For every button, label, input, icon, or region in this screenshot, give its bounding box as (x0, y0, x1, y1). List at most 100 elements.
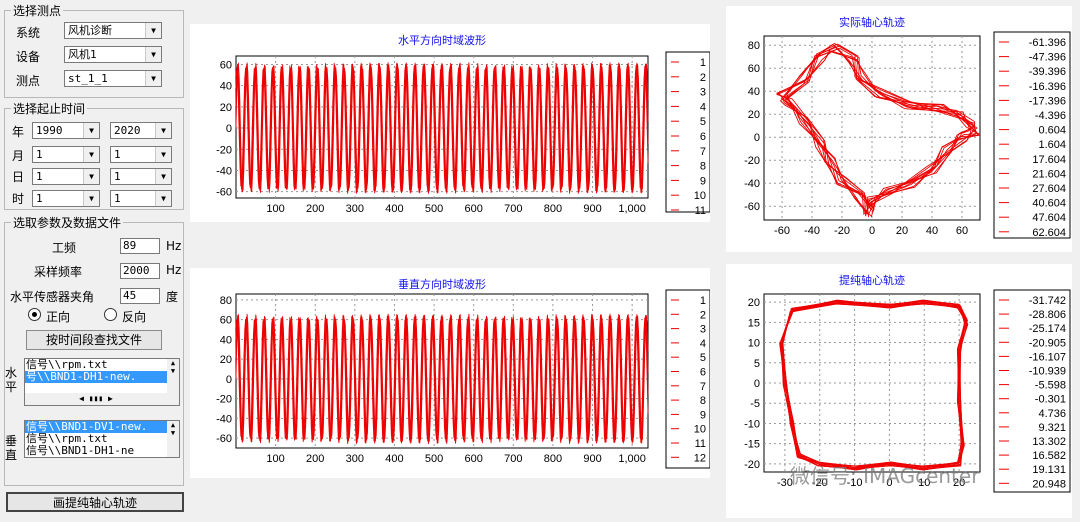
orbit-series (777, 50, 978, 218)
chevron-down-icon[interactable]: ▼ (83, 191, 99, 206)
year-start-value: 1990 (36, 124, 63, 137)
select-point-group: 选择测点 (4, 2, 184, 98)
year-start-select[interactable]: 1990 ▼ (32, 122, 100, 139)
chevron-down-icon[interactable]: ▼ (155, 169, 171, 184)
sample-rate-input[interactable]: 2000 (120, 263, 160, 279)
v-side-label: 垂直 (4, 434, 17, 462)
x-tick-label: -10 (847, 477, 863, 489)
find-files-button[interactable]: 按时间段查找文件 (26, 330, 162, 350)
year-end-value: 2020 (114, 124, 141, 137)
legend-label: 4 (700, 338, 706, 350)
v-file-list[interactable]: 信号\\BND1-DV1-new. 信号\\rpm.txt 信号\\BND1-D… (24, 420, 180, 458)
legend-label: -39.396 (1029, 66, 1066, 78)
sample-label: 采样频率 (34, 265, 83, 279)
month-label: 月 (12, 149, 25, 163)
list-item[interactable]: 号\\BND1-DH1-new. (25, 371, 179, 383)
legend-label: 2 (700, 309, 706, 321)
year-end-select[interactable]: 2020 ▼ (110, 122, 172, 139)
point-label: 测点 (16, 74, 41, 88)
waveform-series (235, 313, 649, 445)
y-tick-label: 60 (220, 315, 232, 327)
x-tick-label: -30 (777, 477, 793, 489)
legend-label: 11 (695, 205, 706, 217)
legend-box (665, 289, 711, 469)
month-end-select[interactable]: 1 ▼ (110, 146, 172, 163)
chevron-down-icon[interactable]: ▼ (155, 191, 171, 206)
legend-label: 8 (700, 395, 706, 407)
y-tick-label: 60 (748, 63, 760, 75)
actual-orbit-panel: 实际轴心轨迹 80 60 40 20 0 -20 -40 -60 -60 -40 -20 0 20 40 60… (726, 6, 1072, 252)
point-select[interactable]: st_1_1 ▼ (64, 70, 162, 87)
angle-input[interactable]: 45 (120, 288, 160, 304)
y-tick-label: -15 (744, 439, 760, 451)
chevron-down-icon[interactable]: ▼ (83, 169, 99, 184)
freq-input[interactable]: 89 (120, 238, 160, 254)
x-tick-label: -60 (774, 225, 790, 237)
orbit-series (786, 47, 976, 213)
legend-box (665, 51, 711, 213)
month-start-value: 1 (36, 148, 43, 161)
legend-label: 11 (695, 438, 706, 450)
hour-start-select[interactable]: 1 ▼ (32, 190, 100, 207)
chevron-down-icon[interactable]: ▼ (145, 71, 161, 86)
day-end-value: 1 (114, 170, 121, 183)
system-label: 系统 (16, 26, 41, 40)
legend-label: 7 (700, 146, 706, 158)
params-group: 选取参数及数据文件 (4, 214, 184, 486)
orbit-series (775, 50, 972, 216)
y-tick-label: -40 (216, 165, 232, 177)
x-tick-label: -40 (804, 225, 820, 237)
chevron-down-icon[interactable]: ▼ (155, 147, 171, 162)
y-tick-label: 10 (748, 338, 760, 350)
sample-unit: Hz (166, 263, 182, 277)
y-tick-label: 20 (220, 102, 232, 114)
chevron-down-icon[interactable]: ▼ (155, 123, 171, 138)
chevron-down-icon[interactable]: ▼ (145, 47, 161, 62)
list-item[interactable]: 信号\\rpm.txt (26, 432, 108, 445)
list-item[interactable]: 信号\\BND1-DV1-new. (25, 421, 179, 433)
purified-orbit-chart: 提纯轴心轨迹 20 15 10 5 0 -5 -10 -15 -20 -30 -20 -10 0 10 20 -… (744, 273, 1071, 493)
legend-box (993, 31, 1071, 239)
hour-label: 时 (12, 192, 25, 206)
scrollbar-horizontal[interactable]: ◀ ▮▮▮ ▶ (25, 393, 167, 405)
day-start-select[interactable]: 1 ▼ (32, 168, 100, 185)
legend-label: 1 (700, 57, 706, 69)
params-title: 选取参数及数据文件 (13, 216, 122, 230)
x-tick-label: 100 (266, 203, 284, 215)
list-item[interactable]: 信号\\BND1-DH1-ne (26, 444, 135, 457)
draw-orbit-button[interactable]: 画提纯轴心轨迹 (6, 492, 184, 512)
list-item[interactable]: 信号\\rpm.txt (26, 358, 108, 371)
y-tick-label: -60 (744, 201, 760, 213)
hour-end-select[interactable]: 1 ▼ (110, 190, 172, 207)
x-tick-label: 200 (306, 203, 324, 215)
legend-label: 1 (700, 295, 706, 307)
legend-label: 3 (700, 324, 706, 336)
orbit-series (779, 301, 968, 471)
day-end-select[interactable]: 1 ▼ (110, 168, 172, 185)
angle-unit: 度 (166, 290, 179, 304)
legend-label: 5 (700, 116, 706, 128)
y-tick-label: 20 (748, 297, 760, 309)
legend-box (993, 289, 1071, 493)
y-tick-label: -60 (216, 433, 232, 445)
x-tick-label: 700 (504, 453, 522, 465)
system-select[interactable]: 风机诊断 ▼ (64, 22, 162, 39)
x-tick-label: 300 (346, 203, 364, 215)
horizontal-waveform-panel: 水平方向时域波形 60 40 20 0 -20 -40 -60 100 200 300 400 500 6… (190, 24, 711, 222)
legend-label: 7 (700, 381, 706, 393)
month-start-select[interactable]: 1 ▼ (32, 146, 100, 163)
chevron-down-icon[interactable]: ▼ (83, 147, 99, 162)
chevron-down-icon[interactable]: ▼ (83, 123, 99, 138)
chevron-down-icon[interactable]: ▼ (145, 23, 161, 38)
scrollbar-vertical[interactable]: ▲ ▼ (167, 359, 179, 405)
device-select[interactable]: 风机1 ▼ (64, 46, 162, 63)
actual-orbit-chart: 实际轴心轨迹 80 60 40 20 0 -20 -40 -60 -60 -40 -20 0 20 40 60… (744, 15, 1071, 239)
legend-label: 16.582 (1032, 450, 1066, 462)
h-file-list[interactable]: 信号\\rpm.txt 号\\BND1-DH1-new. ▲ ▼ ◀ ▮▮▮ ▶ (24, 358, 180, 406)
x-tick-label: 900 (583, 453, 601, 465)
chart-title: 实际轴心轨迹 (839, 15, 905, 29)
reverse-radio[interactable] (104, 308, 117, 321)
forward-radio[interactable] (28, 308, 41, 321)
scrollbar-vertical[interactable]: ▲ ▼ (167, 421, 179, 457)
